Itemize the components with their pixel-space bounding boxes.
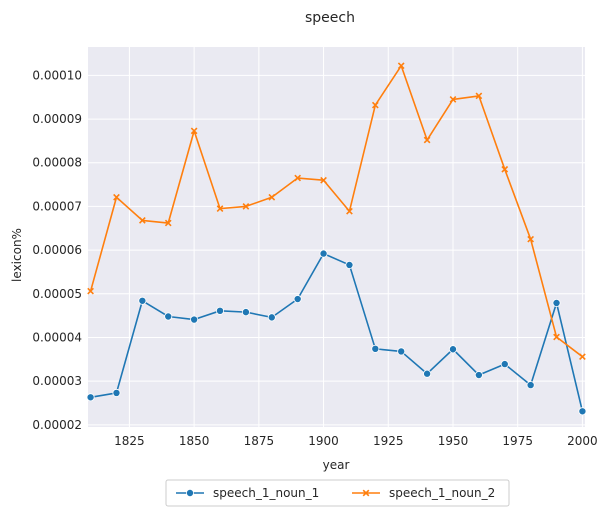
data-point bbox=[397, 62, 405, 70]
series-layer bbox=[86, 62, 587, 416]
y-axis: 0.00002 0.00003 0.00004 0.00005 0.00006 0.000… bbox=[32, 68, 82, 431]
data-point bbox=[87, 287, 94, 295]
data-point bbox=[190, 315, 199, 324]
data-point bbox=[527, 235, 535, 243]
y-tick-label: 0.00006 bbox=[32, 243, 82, 257]
data-point bbox=[371, 101, 379, 109]
y-tick-label: 0.00003 bbox=[32, 374, 82, 388]
data-point bbox=[423, 136, 431, 144]
data-point bbox=[345, 260, 354, 269]
data-point bbox=[190, 127, 198, 135]
data-point bbox=[475, 92, 483, 100]
grid-lines bbox=[88, 47, 585, 427]
data-point bbox=[501, 165, 509, 173]
data-point bbox=[242, 203, 250, 210]
y-tick-label: 0.00009 bbox=[32, 112, 82, 126]
x-tick-label: 1900 bbox=[308, 434, 339, 448]
data-point bbox=[138, 217, 146, 224]
data-point bbox=[526, 381, 535, 390]
data-point bbox=[448, 345, 457, 354]
data-point bbox=[294, 174, 302, 182]
x-tick-label: 2000 bbox=[567, 434, 598, 448]
data-point bbox=[552, 298, 561, 307]
legend-marker bbox=[362, 489, 370, 497]
x-axis: 1825 1850 1875 1900 1925 1950 1975 2000 bbox=[114, 434, 598, 448]
data-point bbox=[138, 296, 147, 305]
y-tick-label: 0.00010 bbox=[32, 68, 82, 82]
data-point bbox=[216, 205, 224, 212]
legend-label: speech_1_noun_2 bbox=[389, 486, 495, 500]
data-point bbox=[500, 360, 509, 369]
y-tick-label: 0.00005 bbox=[32, 287, 82, 301]
x-tick-label: 1825 bbox=[114, 434, 145, 448]
x-tick-label: 1975 bbox=[502, 434, 533, 448]
data-point bbox=[579, 353, 586, 361]
y-tick-label: 0.00004 bbox=[32, 330, 82, 344]
legend-box bbox=[165, 479, 510, 507]
legend: speech_1_noun_1 speech_1_noun_2 bbox=[165, 479, 510, 507]
data-point bbox=[293, 295, 302, 304]
y-tick-label: 0.00002 bbox=[32, 418, 82, 432]
legend-item-speech_1_noun_2: speech_1_noun_2 bbox=[352, 486, 495, 500]
data-point bbox=[578, 407, 587, 416]
x-tick-label: 1875 bbox=[244, 434, 275, 448]
data-point bbox=[319, 249, 328, 258]
y-tick-label: 0.00008 bbox=[32, 156, 82, 170]
data-point bbox=[86, 393, 95, 402]
data-point bbox=[241, 308, 250, 317]
y-axis-label: lexicon% bbox=[10, 228, 24, 282]
x-axis-label: year bbox=[323, 458, 350, 472]
plot-area bbox=[88, 47, 585, 427]
data-point bbox=[164, 219, 172, 227]
data-point bbox=[112, 388, 121, 397]
y-tick-label: 0.00007 bbox=[32, 199, 82, 213]
data-point bbox=[268, 193, 276, 201]
data-point bbox=[320, 176, 327, 184]
data-point bbox=[113, 193, 120, 201]
data-point bbox=[449, 96, 457, 103]
data-point bbox=[474, 371, 483, 380]
data-point bbox=[371, 344, 380, 353]
legend-marker bbox=[185, 488, 194, 497]
legend-item-speech_1_noun_1: speech_1_noun_1 bbox=[176, 486, 319, 500]
data-point bbox=[346, 207, 353, 215]
data-point bbox=[267, 313, 276, 322]
data-point bbox=[216, 306, 225, 315]
data-point bbox=[553, 333, 560, 341]
data-point bbox=[423, 369, 432, 378]
series-speech_1_noun_2 bbox=[87, 62, 586, 361]
legend-label: speech_1_noun_1 bbox=[213, 486, 319, 500]
series-line bbox=[89, 64, 583, 358]
series-speech_1_noun_1 bbox=[86, 249, 587, 416]
chart-title: speech bbox=[305, 10, 355, 26]
x-tick-label: 1950 bbox=[438, 434, 469, 448]
x-tick-label: 1850 bbox=[179, 434, 210, 448]
x-tick-label: 1925 bbox=[373, 434, 404, 448]
data-point bbox=[397, 347, 406, 356]
data-point bbox=[164, 312, 173, 321]
series-line bbox=[90, 252, 584, 412]
